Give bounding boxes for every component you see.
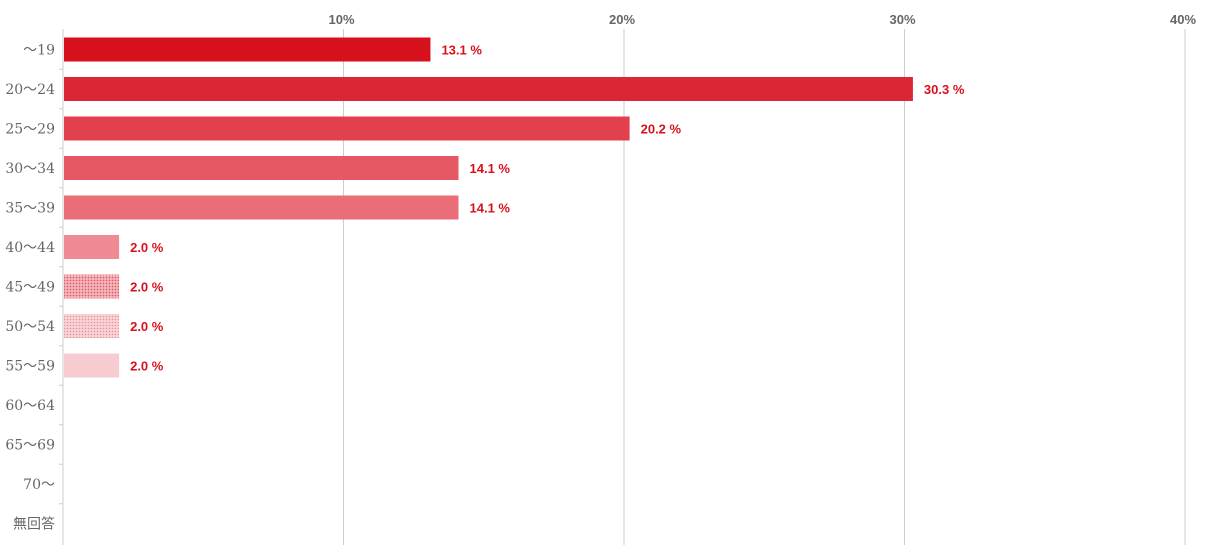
bar-1 <box>64 37 431 62</box>
data-label: 2.0 % <box>130 319 164 334</box>
category-label: ～19 <box>23 43 55 59</box>
data-label: 14.1 % <box>470 161 511 176</box>
category-label: 20～24 <box>5 82 55 98</box>
data-label: 2.0 % <box>130 240 164 255</box>
category-label: 25～29 <box>5 122 55 138</box>
bar-9 <box>64 353 120 378</box>
data-label: 20.2 % <box>641 122 682 137</box>
bar-7 <box>64 274 120 299</box>
category-label: 65～69 <box>5 438 55 454</box>
category-label: 55～59 <box>5 359 55 375</box>
x-tick-label: 20% <box>609 12 635 27</box>
bar-2 <box>64 77 913 101</box>
x-tick-label: 40% <box>1170 12 1196 27</box>
gridlines <box>59 29 1186 545</box>
data-label: 2.0 % <box>130 280 164 295</box>
bar-3 <box>64 116 630 141</box>
data-label: 30.3 % <box>924 82 965 97</box>
category-label: 30～34 <box>5 161 55 177</box>
labels: 10% 20% 30% 40% ～19 13.1 % 20～24 30.3 % 25～29 20.… <box>5 12 1196 533</box>
data-label: 14.1 % <box>470 201 511 216</box>
category-label: 無回答 <box>13 516 55 533</box>
bar-8 <box>64 314 120 338</box>
category-label: 45～49 <box>5 280 55 296</box>
data-label: 13.1 % <box>441 43 482 58</box>
category-label: 40～44 <box>5 240 55 256</box>
x-tick-label: 10% <box>328 12 354 27</box>
bar-6 <box>64 235 120 259</box>
bar-4 <box>64 156 459 180</box>
x-tick-label: 30% <box>889 12 915 27</box>
bar-5 <box>64 195 459 220</box>
category-label: 50～54 <box>5 319 55 335</box>
category-label: 35～39 <box>5 201 55 217</box>
bars <box>64 37 913 378</box>
category-label: 70～ <box>23 477 55 493</box>
category-label: 60～64 <box>5 398 55 414</box>
data-label: 2.0 % <box>130 359 164 374</box>
